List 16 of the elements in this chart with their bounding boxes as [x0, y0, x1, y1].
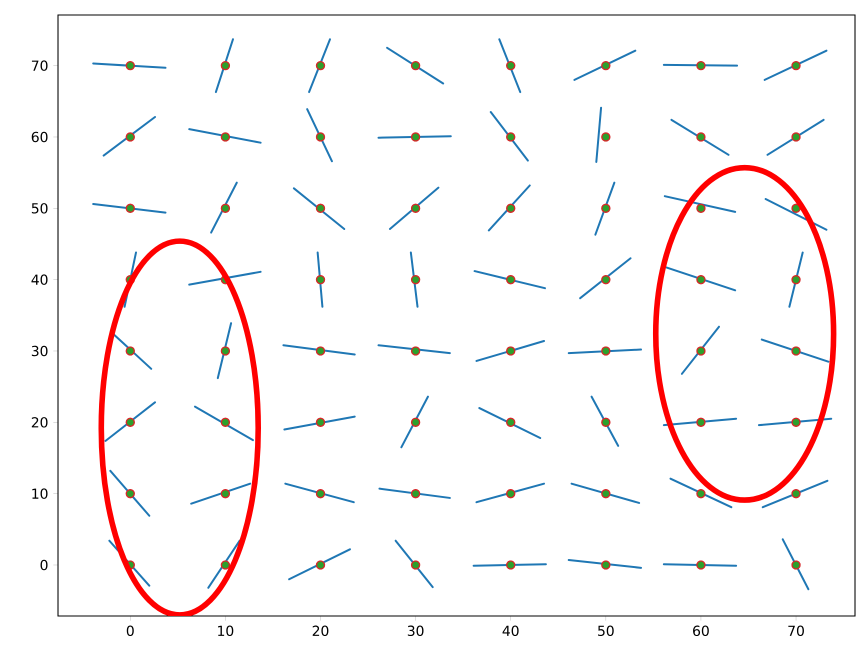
- y-tick-label: 10: [32, 488, 48, 499]
- y-tick-label: 0: [40, 560, 48, 570]
- x-tick-label: 20: [312, 626, 328, 636]
- x-tick-label: 70: [788, 626, 804, 636]
- y-tick-label: 50: [32, 203, 48, 214]
- x-tick-label: 50: [598, 626, 614, 636]
- x-tick-label: 60: [693, 626, 709, 636]
- x-tick-label: 40: [502, 626, 519, 636]
- x-tick-label: 10: [218, 626, 234, 636]
- y-tick-label: 30: [32, 346, 48, 356]
- y-tick-label: 20: [32, 417, 48, 428]
- x-tick-label: 30: [408, 626, 424, 636]
- x-tick-label: 0: [126, 626, 134, 636]
- y-tick-label: 40: [31, 274, 48, 285]
- y-tick-label: 70: [32, 60, 48, 71]
- y-tick-label: 60: [32, 132, 48, 142]
